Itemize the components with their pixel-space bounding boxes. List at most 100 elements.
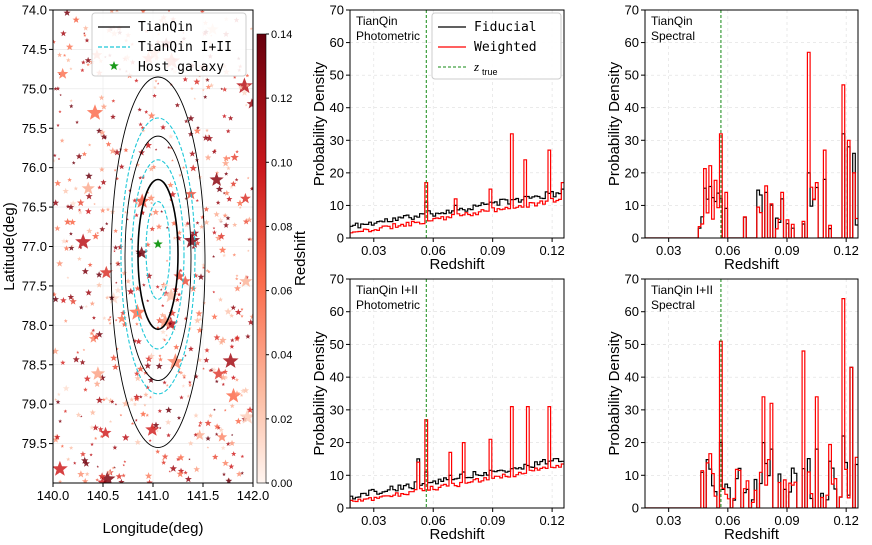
galaxy-marker bbox=[134, 193, 150, 208]
galaxy-marker bbox=[232, 222, 238, 227]
galaxy-marker bbox=[132, 402, 138, 407]
galaxy-marker bbox=[60, 30, 67, 37]
galaxy-marker bbox=[96, 231, 100, 235]
galaxy-marker bbox=[53, 199, 60, 206]
panel-ytick-label: 50 bbox=[330, 68, 344, 83]
legend-tianqin-i-ii-label: TianQin I+II bbox=[138, 40, 232, 55]
tianqin-contour bbox=[110, 76, 206, 448]
galaxy-marker bbox=[165, 383, 169, 387]
panel-ytick-label: 60 bbox=[625, 304, 639, 319]
galaxy-marker bbox=[58, 419, 63, 423]
galaxy-marker bbox=[231, 433, 234, 436]
galaxy-marker bbox=[213, 408, 216, 411]
panel-ytick-label: 40 bbox=[330, 100, 344, 115]
galaxy-marker bbox=[105, 221, 109, 226]
galaxy-marker bbox=[91, 328, 96, 333]
galaxy-marker bbox=[66, 57, 71, 63]
galaxy-marker bbox=[236, 199, 244, 207]
galaxy-marker bbox=[246, 216, 253, 223]
tianqin-i-ii-contour bbox=[145, 201, 171, 300]
skymap-ytick-label: 79.5 bbox=[22, 436, 47, 451]
skymap-y-axis-label: Latitude(deg) bbox=[1, 202, 18, 290]
galaxy-marker bbox=[158, 356, 163, 362]
histogram-panel-tq-spectral: 0.03 0.06 0.09 0.12 0 10 20 30 40 50 60 70 Redshift P… bbox=[606, 3, 859, 274]
galaxy-marker bbox=[229, 403, 235, 409]
galaxy-marker bbox=[206, 446, 210, 449]
galaxy-marker bbox=[203, 206, 210, 212]
galaxy-marker bbox=[85, 207, 92, 215]
galaxy-marker bbox=[108, 321, 112, 325]
galaxy-marker bbox=[203, 94, 208, 99]
galaxy-marker bbox=[240, 314, 244, 318]
galaxy-marker bbox=[63, 218, 72, 226]
skymap-legend: TianQin TianQin I+II Host galaxy bbox=[91, 12, 247, 77]
galaxy-marker bbox=[234, 377, 239, 382]
galaxy-marker bbox=[222, 472, 226, 476]
galaxy-marker bbox=[66, 457, 71, 461]
galaxy-marker bbox=[75, 153, 83, 160]
galaxy-marker bbox=[134, 285, 141, 292]
galaxy-marker bbox=[96, 282, 103, 288]
galaxy-marker bbox=[80, 415, 83, 418]
galaxy-marker bbox=[168, 470, 171, 473]
galaxy-marker bbox=[117, 313, 127, 323]
galaxy-marker bbox=[138, 175, 142, 180]
galaxy-marker bbox=[215, 234, 223, 242]
galaxy-marker bbox=[202, 266, 205, 269]
galaxy-marker bbox=[225, 477, 233, 483]
galaxy-marker bbox=[171, 327, 175, 330]
panel-ytick-label: 30 bbox=[330, 402, 344, 417]
galaxy-marker bbox=[145, 355, 153, 363]
galaxy-marker bbox=[230, 153, 239, 161]
galaxy-marker bbox=[130, 421, 135, 425]
galaxy-marker bbox=[58, 479, 63, 483]
galaxy-marker bbox=[144, 109, 149, 114]
galaxy-marker bbox=[80, 68, 85, 72]
galaxy-marker bbox=[177, 370, 182, 374]
panel-ytick-label: 0 bbox=[337, 231, 344, 246]
galaxy-marker bbox=[145, 241, 151, 248]
galaxy-marker bbox=[135, 246, 149, 259]
galaxy-marker bbox=[89, 453, 93, 457]
galaxy-marker bbox=[76, 198, 85, 207]
galaxy-marker bbox=[127, 287, 135, 295]
galaxy-marker bbox=[241, 89, 248, 96]
galaxy-marker bbox=[65, 204, 71, 209]
galaxy-marker bbox=[163, 288, 179, 303]
galaxy-marker bbox=[100, 133, 108, 140]
galaxy-marker bbox=[219, 373, 227, 381]
galaxy-marker bbox=[53, 295, 59, 303]
galaxy-marker bbox=[83, 375, 91, 382]
galaxy-marker bbox=[218, 297, 223, 302]
galaxy-marker bbox=[134, 201, 139, 205]
galaxy-marker bbox=[81, 477, 89, 483]
galaxy-marker bbox=[144, 141, 152, 149]
galaxy-marker bbox=[113, 249, 116, 253]
galaxy-marker bbox=[123, 460, 127, 463]
galaxy-marker bbox=[83, 387, 88, 392]
galaxy-marker bbox=[183, 222, 189, 228]
skymap-ytick-label: 74.0 bbox=[22, 3, 47, 18]
panel-ytick-label: 20 bbox=[625, 435, 639, 450]
galaxy-marker bbox=[148, 166, 155, 172]
galaxy-marker bbox=[99, 434, 104, 438]
panel-x-axis-label: Redshift bbox=[429, 526, 485, 543]
galaxy-marker bbox=[160, 329, 166, 335]
galaxy-marker bbox=[86, 104, 104, 120]
galaxy-marker bbox=[235, 274, 239, 277]
galaxy-marker bbox=[195, 221, 200, 225]
galaxy-marker bbox=[134, 375, 141, 382]
galaxy-marker bbox=[204, 154, 212, 161]
galaxy-marker bbox=[182, 375, 186, 379]
galaxy-marker bbox=[69, 297, 77, 305]
panel-title-line2: Photometric bbox=[356, 298, 420, 312]
galaxy-marker bbox=[222, 191, 226, 195]
panel-ytick-label: 30 bbox=[625, 133, 639, 148]
galaxy-marker bbox=[222, 253, 227, 258]
galaxy-marker bbox=[110, 113, 116, 120]
galaxy-marker bbox=[85, 192, 93, 200]
skymap-ytick-label: 77.5 bbox=[22, 278, 47, 293]
panel-x-axis-label: Redshift bbox=[724, 526, 780, 543]
galaxy-marker bbox=[53, 347, 59, 355]
galaxy-marker bbox=[128, 188, 132, 193]
